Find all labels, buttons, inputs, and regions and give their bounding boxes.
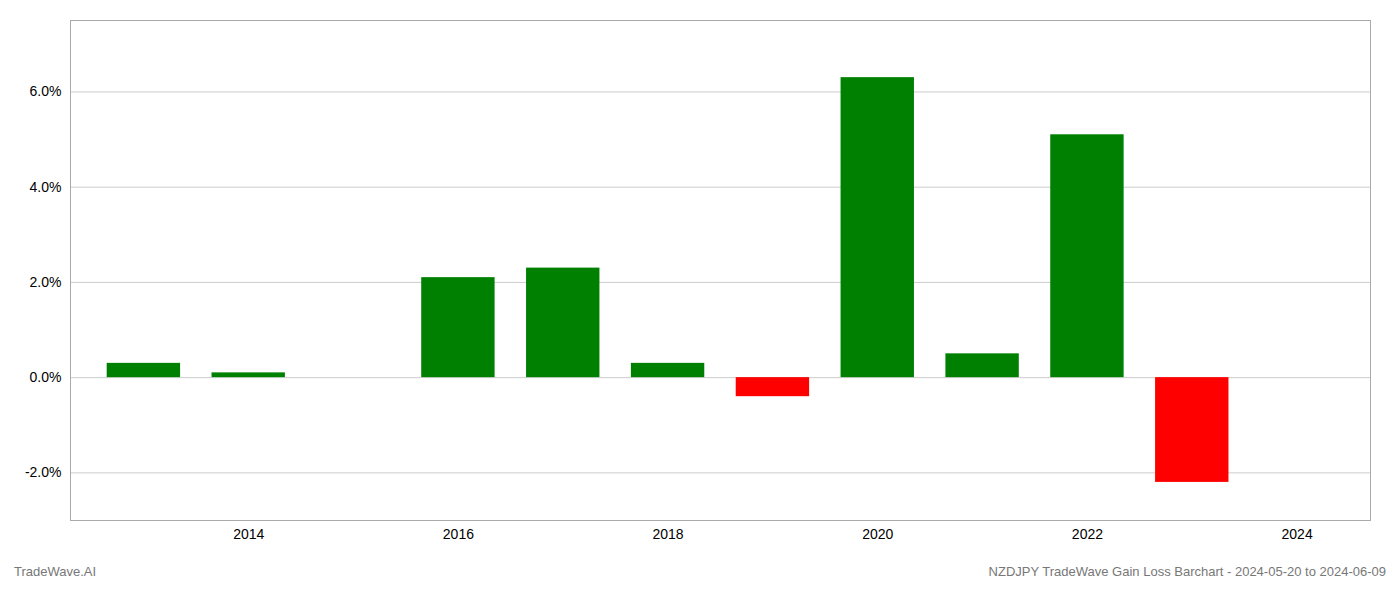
svg-text:2020: 2020 [862,526,893,542]
svg-text:2014: 2014 [233,526,264,542]
svg-text:2024: 2024 [1282,526,1313,542]
svg-text:0.0%: 0.0% [30,369,62,385]
svg-text:2018: 2018 [653,526,684,542]
svg-text:-2.0%: -2.0% [25,464,62,480]
svg-text:2.0%: 2.0% [30,274,62,290]
svg-text:2016: 2016 [443,526,474,542]
svg-text:6.0%: 6.0% [30,83,62,99]
html-text:TradeWave.AI: TradeWave.AI [14,564,97,579]
svg-text:4.0%: 4.0% [30,179,62,195]
svg-text:2022: 2022 [1072,526,1103,542]
html-text:NZDJPY TradeWave Gain Loss Bar: NZDJPY TradeWave Gain Loss Barchart - 20… [988,564,1386,579]
